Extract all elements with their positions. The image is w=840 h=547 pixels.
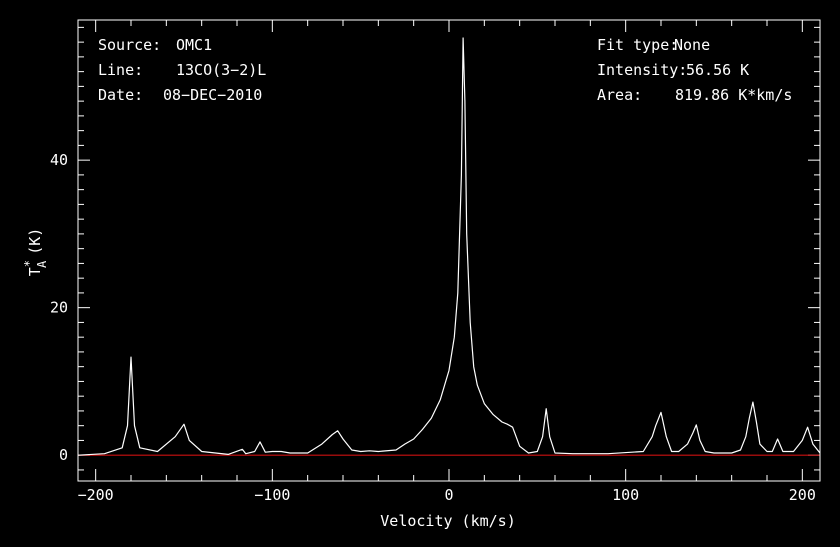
y-axis-label-sub: A [35,260,49,268]
y-axis-label-sup: * [22,260,36,267]
date-value: 08−DEC−2010 [163,86,262,104]
y-axis-label: T*A (K) [22,228,49,277]
date-label: Date: [98,86,143,104]
intensity-value: 56.56 K [686,61,749,79]
source-value: OMC1 [176,36,212,54]
line-value: 13CO(3−2)L [176,61,266,79]
svg-text:T*A(K): T*A (K) [22,228,49,277]
fit-type-value: None [674,36,710,54]
y-tick-label: 40 [50,151,68,169]
source-label: Source: [98,36,161,54]
x-tick-label: 0 [444,486,453,504]
x-tick-label: −200 [78,486,114,504]
x-tick-label: −100 [254,486,290,504]
area-label: Area: [597,86,642,104]
plot-frame [77,19,821,482]
y-tick-label: 20 [50,299,68,317]
line-label: Line: [98,61,143,79]
fit-type-label: Fit type: [597,36,678,54]
x-tick-label: 200 [789,486,816,504]
intensity-label: Intensity: [597,61,687,79]
axis-ticks [78,20,820,481]
tick-labels: −200 −100 0 100 200 0 20 40 [50,151,816,504]
x-axis-label: Velocity (km/s) [380,512,515,530]
y-axis-label-unit: (K) [26,228,44,255]
x-tick-label: 100 [612,486,639,504]
area-value: 819.86 K*km/s [675,86,792,104]
spectrum-series-line [77,37,821,456]
y-tick-label: 0 [59,446,68,464]
y-axis-label-base: T [26,267,44,276]
